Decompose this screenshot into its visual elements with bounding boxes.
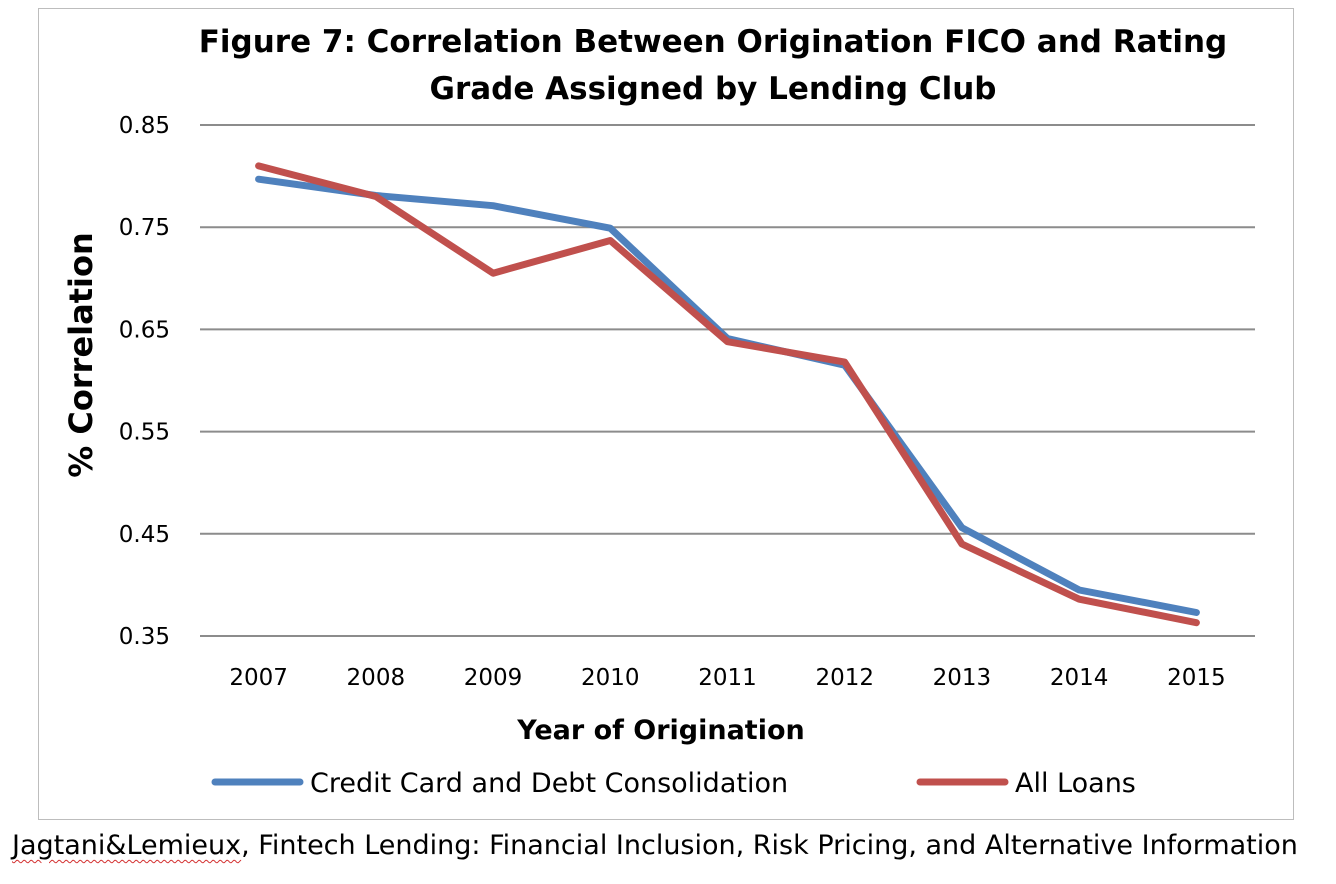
series-line-all-loans (255, 162, 1200, 627)
legend-label: Credit Card and Debt Consolidation (310, 768, 788, 799)
y-tick-label: 0.45 (119, 522, 170, 548)
y-tick-label: 0.85 (119, 113, 170, 139)
y-tick-label: 0.65 (119, 317, 170, 343)
x-tick-label: 2009 (464, 665, 523, 691)
x-tick-label: 2011 (698, 665, 757, 691)
y-axis-ticks: 0.35 0.45 0.55 0.65 0.75 0.85 (119, 113, 170, 650)
x-tick-label: 2008 (347, 665, 406, 691)
x-tick-label: 2012 (815, 665, 874, 691)
x-tick-label: 2010 (581, 665, 640, 691)
figure-caption: Jagtani&Lemieux, Fintech Lending: Financ… (12, 830, 1298, 861)
legend-label: All Loans (1015, 768, 1136, 799)
y-tick-label: 0.35 (119, 624, 170, 650)
x-axis-title: Year of Origination (516, 715, 805, 746)
gridlines (200, 124, 1255, 637)
series-line-credit-card-debt-consolidation (255, 175, 1200, 616)
chart-title-line-1: Figure 7: Correlation Between Originatio… (199, 24, 1228, 60)
chart-title-line-2: Grade Assigned by Lending Club (430, 71, 997, 107)
chart-frame (38, 8, 1294, 820)
x-axis-ticks: 2007 2008 2009 2010 2011 2012 2013 2014 2015 (229, 665, 1225, 691)
series-lines (255, 162, 1200, 627)
caption-text: , Fintech Lending: Financial Inclusion, … (241, 830, 1298, 861)
x-tick-label: 2013 (933, 665, 992, 691)
x-tick-label: 2014 (1050, 665, 1109, 691)
caption-author: Jagtani&Lemieux (12, 830, 242, 861)
y-axis-title: % Correlation (62, 232, 100, 478)
x-tick-label: 2007 (229, 665, 288, 691)
x-tick-label: 2015 (1167, 665, 1226, 691)
legend: Credit Card and Debt Consolidation All Lo… (211, 768, 1136, 799)
y-tick-label: 0.55 (119, 420, 170, 446)
y-tick-label: 0.75 (119, 215, 170, 241)
